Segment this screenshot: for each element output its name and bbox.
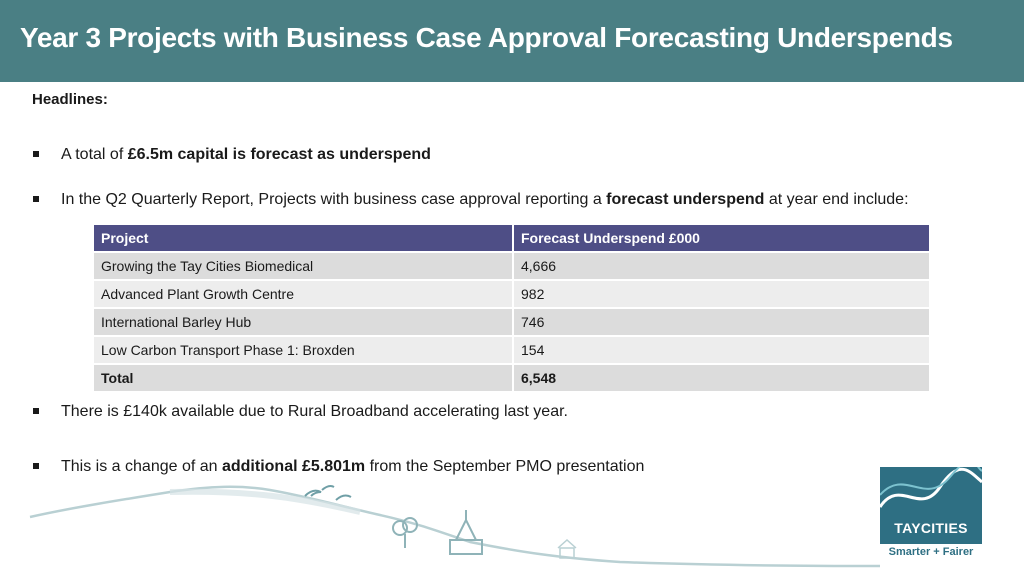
cell-project: Advanced Plant Growth Centre: [94, 281, 514, 309]
title-bar: Year 3 Projects with Business Case Appro…: [0, 0, 1024, 82]
table-header-row: Project Forecast Underspend £000: [94, 225, 931, 253]
cell-project: Low Carbon Transport Phase 1: Broxden: [94, 337, 514, 365]
landscape-illustration: [29, 485, 880, 568]
house-icon: [557, 538, 577, 559]
cell-underspend: 982: [514, 281, 931, 309]
hill-line: [169, 488, 361, 515]
column-header-project: Project: [94, 225, 514, 253]
bullet-text: There is £140k available due to Rural Br…: [61, 403, 568, 420]
table-total-row: Total 6,548: [94, 365, 931, 393]
river-icon: [878, 459, 983, 508]
headlines-label: Headlines:: [32, 91, 108, 108]
logo-wordmark: TAYCITIES: [894, 520, 968, 536]
bullet-text: This is a change of an additional £5.801…: [61, 458, 645, 475]
cell-total-value: 6,548: [514, 365, 931, 393]
bird-icon: [335, 494, 352, 501]
table-row: Low Carbon Transport Phase 1: Broxden 15…: [94, 337, 931, 365]
cell-underspend: 746: [514, 309, 931, 337]
table-row: International Barley Hub 746: [94, 309, 931, 337]
tree-icon: [392, 517, 418, 548]
bullet-square-icon: [33, 408, 39, 414]
cell-underspend: 4,666: [514, 253, 931, 281]
slide-title: Year 3 Projects with Business Case Appro…: [20, 22, 953, 53]
bird-icon: [321, 485, 335, 491]
church-icon: [449, 510, 483, 555]
column-header-underspend: Forecast Underspend £000: [514, 225, 931, 253]
cell-total-label: Total: [94, 365, 514, 393]
cell-project: International Barley Hub: [94, 309, 514, 337]
logo-box: TAYCITIES: [878, 459, 983, 544]
logo-tagline: Smarter + Fairer: [888, 546, 974, 558]
cell-project: Growing the Tay Cities Biomedical: [94, 253, 514, 281]
tay-cities-logo: TAYCITIES Smarter + Fairer: [878, 459, 983, 563]
table-row: Growing the Tay Cities Biomedical 4,666: [94, 253, 931, 281]
bird-icon: [304, 489, 322, 497]
bullet-square-icon: [33, 196, 39, 202]
underspend-table: Project Forecast Underspend £000 Growing…: [94, 225, 931, 393]
bullet-square-icon: [33, 151, 39, 157]
cell-underspend: 154: [514, 337, 931, 365]
bullet-text: In the Q2 Quarterly Report, Projects wit…: [61, 191, 909, 208]
bullet-square-icon: [33, 463, 39, 469]
bullet-text: A total of £6.5m capital is forecast as …: [61, 146, 431, 163]
table-row: Advanced Plant Growth Centre 982: [94, 281, 931, 309]
